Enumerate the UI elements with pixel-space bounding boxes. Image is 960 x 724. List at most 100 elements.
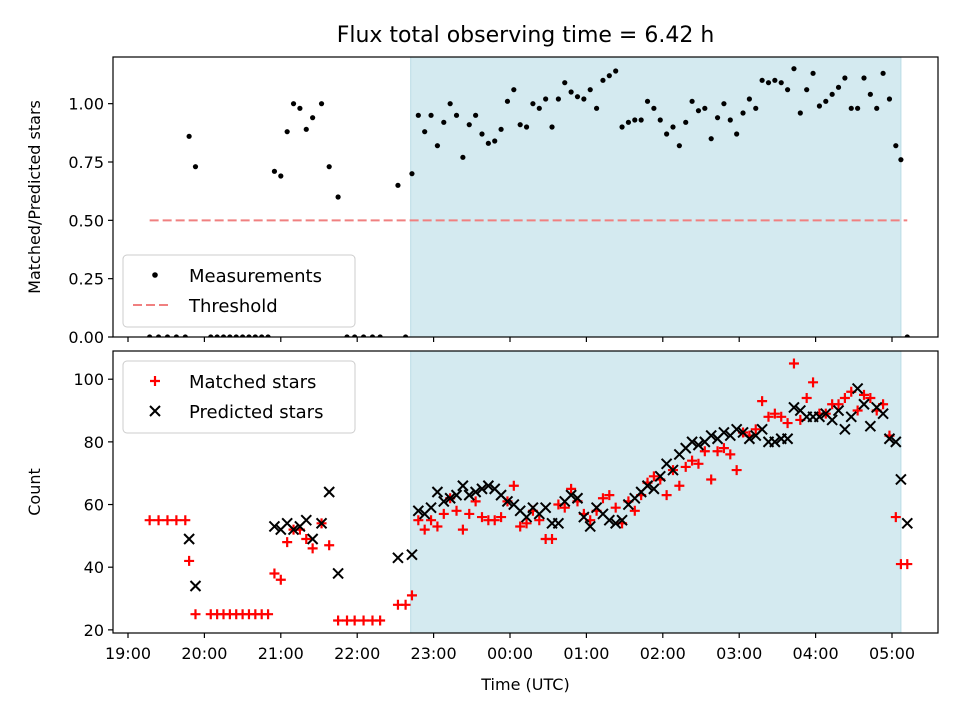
predicted-star-point: [813, 411, 826, 423]
y-tick-label: 0.50: [68, 211, 104, 230]
predicted-star-point: [571, 492, 584, 504]
predicted-star-point: [705, 429, 717, 442]
matched-star-point: [725, 449, 736, 460]
matched-star-point: [788, 358, 799, 369]
measurement-point: [804, 87, 810, 93]
measurement-point: [504, 98, 511, 104]
measurement-point: [434, 143, 441, 149]
measurement-point: [695, 108, 702, 114]
predicted-star-point: [877, 407, 889, 420]
measurement-point: [568, 89, 574, 95]
measurement-point: [734, 131, 740, 137]
measurement-point: [670, 124, 676, 130]
predicted-star-point: [268, 520, 281, 533]
predicted-star-point: [469, 486, 482, 498]
predicted-star-point: [565, 489, 577, 501]
measurement-point: [335, 194, 341, 200]
matched-star-point: [706, 474, 717, 485]
measurement-point: [562, 80, 568, 86]
axes-frame: [112, 56, 939, 338]
measurement-point: [740, 110, 746, 116]
matched-star-point: [171, 515, 182, 526]
matched-star-point: [263, 609, 274, 620]
measurement-point: [753, 105, 759, 111]
measurement-point: [227, 334, 233, 337]
measurement-point: [352, 334, 358, 337]
predicted-star-point: [520, 511, 533, 523]
y-tick-label: 40: [84, 558, 104, 577]
matched-star-point: [153, 515, 164, 526]
predicted-star-point: [826, 414, 838, 426]
matched-star-point: [604, 490, 615, 501]
x-tick-label: 03:00: [716, 644, 762, 663]
matched-star-point: [457, 524, 468, 535]
x-tick-label: 02:00: [640, 644, 686, 663]
measurement-point: [861, 75, 867, 81]
measurement-point: [644, 98, 651, 104]
predicted-star-point: [412, 505, 425, 517]
predicted-star-point: [743, 433, 756, 445]
matched-star-point: [776, 411, 787, 422]
x-axis-label: Time (UTC): [480, 675, 569, 694]
measurement-point: [816, 103, 823, 109]
measurement-point: [422, 129, 428, 135]
matched-star-point: [808, 377, 819, 388]
x-tick-label: 01:00: [563, 644, 609, 663]
measurement-point: [278, 173, 284, 179]
measurement-point: [511, 87, 517, 93]
measurement-point: [271, 168, 278, 174]
measurement-point: [791, 66, 797, 72]
predicted-star-point: [667, 464, 679, 476]
predicted-star-point: [718, 426, 730, 439]
predicted-star-point: [781, 433, 794, 445]
measurement-point: [874, 105, 880, 111]
measurement-point: [173, 334, 179, 337]
measurement-point: [842, 75, 848, 81]
matched-star-point: [413, 515, 424, 526]
matched-star-point: [661, 490, 672, 501]
predicted-star-point: [306, 533, 319, 545]
measurement-point: [155, 334, 162, 337]
predicted-star-point: [851, 382, 864, 395]
matched-star-point: [508, 480, 519, 491]
measurement-point: [182, 334, 188, 337]
predicted-star-point: [332, 567, 344, 580]
matched-star-point: [769, 408, 780, 419]
measurement-point: [523, 124, 530, 130]
x-tick-label: 05:00: [869, 644, 915, 663]
measurement-point: [543, 96, 549, 102]
predicted-star-point: [648, 483, 660, 495]
matched-star-point: [699, 446, 710, 457]
y-tick-label: 0.00: [68, 328, 104, 347]
measurement-point: [460, 154, 466, 160]
predicted-star-point: [901, 517, 913, 530]
y-tick-label: 0.25: [68, 270, 104, 289]
predicted-star-point: [476, 483, 488, 495]
y-tick-label: 60: [84, 496, 104, 515]
predicted-star-point: [457, 480, 469, 492]
measurement-point: [714, 115, 721, 121]
measurement-point: [823, 98, 829, 104]
measurement-point: [265, 334, 271, 337]
predicted-star-point: [450, 489, 463, 501]
measurement-point: [284, 129, 290, 135]
predicted-star-point: [431, 486, 444, 498]
matched-star-point: [559, 502, 570, 513]
measurement-point: [893, 143, 899, 149]
predicted-star-point: [858, 398, 870, 410]
predicted-star-point: [864, 420, 877, 432]
measurement-point: [297, 105, 303, 111]
matched-star-point: [693, 458, 704, 469]
matched-star-point: [687, 455, 698, 466]
measurement-point: [829, 91, 835, 97]
measurement-point: [310, 115, 316, 121]
measurement-point: [369, 334, 376, 337]
matched-star-point: [566, 483, 577, 494]
matched-star-point: [349, 615, 360, 626]
matched-star-point: [470, 496, 481, 507]
matched-star-point: [839, 393, 850, 403]
measurement-point: [886, 96, 893, 102]
measurement-point: [708, 136, 714, 142]
predicted-star-point: [578, 511, 590, 523]
